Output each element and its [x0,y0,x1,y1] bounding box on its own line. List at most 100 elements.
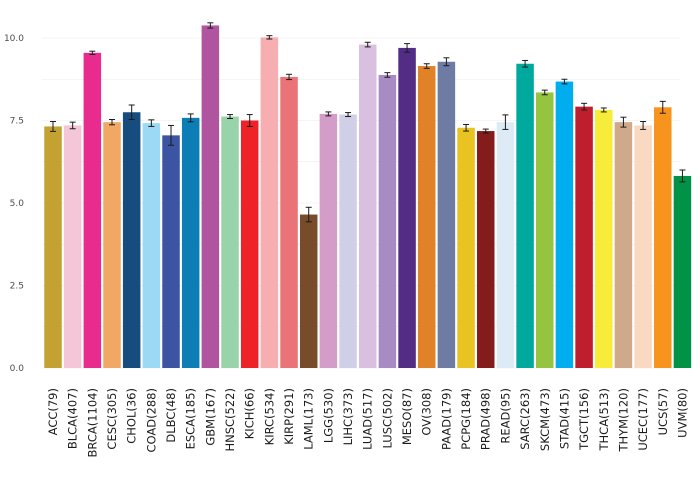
x-axis-ticks: ACC(79) BLCA(407) BRCA(1104) CESC(305) CHOL(… [46,388,689,457]
bar [339,114,357,368]
bar [457,127,475,368]
x-tick-label: SARC(263) [518,388,532,450]
bar [673,175,692,368]
bar [319,113,338,369]
bar [44,126,62,368]
x-tick-label: HNSC(522) [223,388,237,452]
x-tick-label: UCS(57) [656,388,670,435]
bar [280,76,298,368]
x-tick-label: LAML(173) [302,388,316,450]
error-bar [384,72,391,78]
x-tick-label: SKCM(473) [538,388,552,451]
y-axis-ticks: 0.0 2.5 5.0 7.5 10.0 [4,34,24,374]
bar [614,122,633,369]
error-bar [305,206,312,223]
x-tick-label: BLCA(407) [66,388,80,449]
error-bar [679,169,686,183]
bar [496,122,515,369]
bar [378,74,397,369]
bars [44,25,692,369]
x-tick-label: THCA(513) [597,388,611,452]
error-bar [187,113,194,123]
error-bar [227,114,234,120]
y-tick-label: 0.0 [10,364,25,374]
error-bar [659,100,666,114]
bar [575,106,593,368]
x-tick-label: ACC(79) [46,388,60,435]
error-bar [109,119,116,126]
error-bar [541,89,548,96]
x-tick-label: LUSC(502) [380,388,394,449]
error-bar [600,107,607,113]
bar [437,61,456,368]
bar [181,117,200,368]
x-tick-label: KIRC(534) [262,388,276,445]
bar [358,44,377,368]
y-tick-label: 7.5 [10,117,24,127]
x-tick-label: CHOL(36) [125,388,139,444]
bar [162,135,180,368]
x-tick-label: ESCA(185) [184,388,198,449]
bar [654,107,672,369]
error-bar [207,22,214,29]
error-bar [89,50,96,55]
bar [595,109,613,368]
x-tick-label: PCPG(184) [459,388,473,450]
x-tick-label: DLBC(48) [164,388,178,443]
error-bar [325,111,332,117]
x-tick-label: COAD(288) [144,388,158,453]
bar [555,81,574,368]
bar [240,120,259,368]
y-tick-label: 2.5 [10,282,24,292]
x-tick-label: MESO(87) [400,388,414,445]
bar [122,112,141,368]
error-bar [463,123,470,132]
x-tick-label: THYM(120) [616,388,630,453]
bar [417,66,436,369]
error-bar [620,116,627,128]
bar [634,125,652,368]
bar [398,47,416,369]
error-bar [168,124,175,146]
x-tick-label: LUAD(517) [361,388,375,450]
x-tick-label: UVM(80) [675,388,689,438]
x-tick-label: PRAD(498) [479,388,493,450]
error-bar [423,63,430,69]
error-bar [246,114,253,127]
bar [83,52,102,368]
error-bar [345,112,352,118]
bar [260,37,279,369]
x-tick-label: KIRP(291) [282,388,296,445]
bar [536,92,554,368]
error-bar [128,104,135,121]
error-bar [443,57,450,67]
x-tick-label: CESC(305) [105,388,119,450]
error-bar [522,59,529,68]
error-bar [502,114,509,130]
bar [299,214,318,368]
error-bar [286,73,293,81]
x-tick-label: LGG(530) [321,388,335,443]
x-tick-label: PAAD(179) [439,388,453,450]
error-bar [561,78,568,85]
x-tick-label: TGCT(156) [577,388,591,451]
bar [476,131,495,368]
bar [221,116,239,368]
y-tick-label: 5.0 [10,199,25,209]
bar [142,123,161,368]
x-tick-label: OV(308) [420,388,434,436]
error-bar [50,120,56,132]
error-bar [266,35,273,40]
error-bar [148,119,155,127]
x-tick-label: STAD(415) [557,388,571,449]
error-bar [482,128,489,134]
y-tick-label: 10.0 [4,34,24,44]
x-tick-label: KICH(66) [243,388,257,439]
error-bar [581,102,588,111]
x-tick-label: GBM(167) [203,388,217,446]
error-bar [364,41,371,48]
bar [516,63,534,369]
x-tick-label: BRCA(1104) [85,388,99,457]
bar [63,125,82,368]
